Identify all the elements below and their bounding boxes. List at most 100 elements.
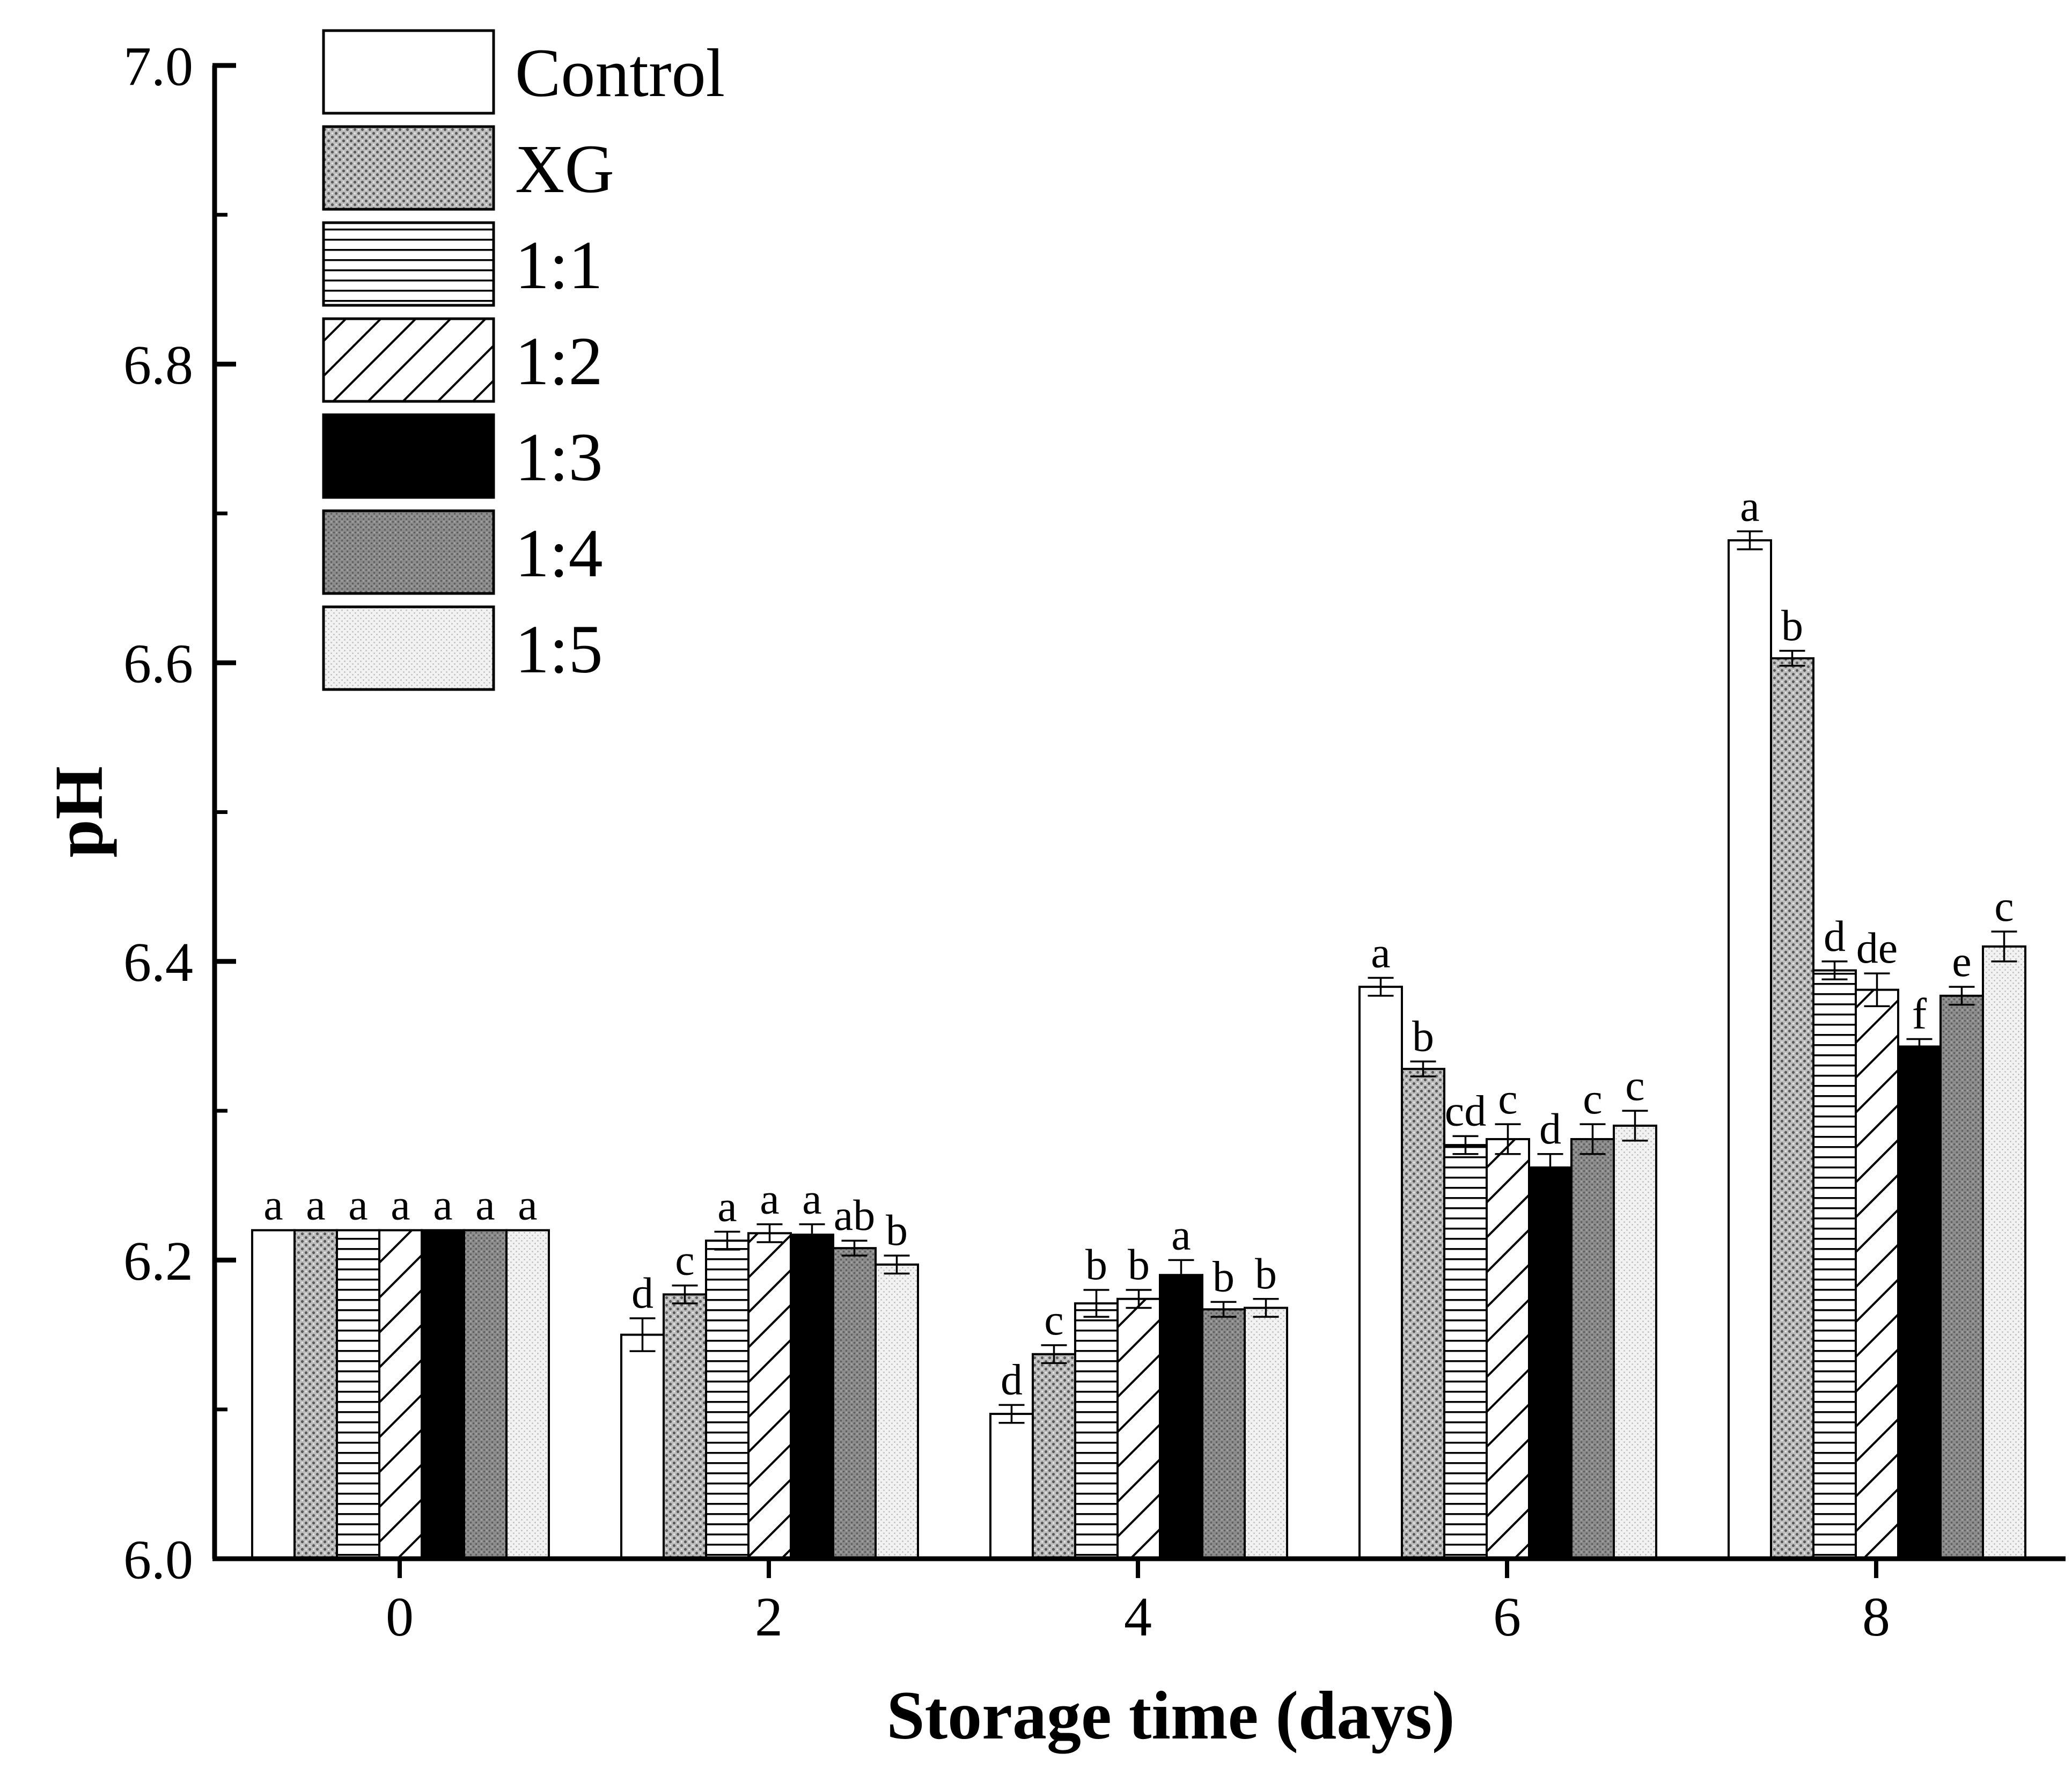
significance-letter: d [1001, 1355, 1023, 1404]
significance-letter: c [1044, 1295, 1063, 1344]
significance-letter: b [1128, 1240, 1150, 1289]
bar-1-1-day-2 [705, 1239, 750, 1560]
bar-1-2-day-6 [1486, 1138, 1530, 1560]
error-bars [629, 530, 2017, 1424]
bar-1-2-day-4 [1116, 1297, 1161, 1560]
bars [251, 539, 2026, 1560]
y-tick-label: 6.6 [123, 633, 193, 695]
legend-swatch-1-1 [322, 221, 495, 307]
x-ticks: 0 2 4 6 8 [386, 1559, 1890, 1648]
y-ticks: 6.0 6.2 6.4 6.6 6.8 7.0 [123, 35, 236, 1590]
significance-letter: b [1255, 1249, 1277, 1298]
x-tick-label: 0 [386, 1586, 414, 1648]
significance-letter: e [1952, 937, 1971, 986]
bar-1-1-day-6 [1443, 1144, 1488, 1560]
bar-1-5-day-0 [505, 1229, 550, 1560]
significance-letter: c [1583, 1074, 1602, 1123]
bar-1-5-day-8 [1982, 945, 2026, 1560]
significance-letter: d [1539, 1104, 1561, 1153]
significance-letter: c [1498, 1074, 1517, 1123]
significance-letter: b [1412, 1011, 1434, 1060]
x-tick-label: 4 [1124, 1586, 1152, 1648]
bar-1-5-day-6 [1613, 1124, 1657, 1560]
bar-1-1-day-8 [1812, 969, 1857, 1560]
significance-letter: a [348, 1180, 368, 1229]
significance-letter: cd [1445, 1086, 1486, 1135]
bar-xg-day-8 [1770, 657, 1814, 1560]
bar-1-5-day-2 [875, 1263, 919, 1560]
significance-letter: a [306, 1180, 325, 1229]
legend-label-1-3: 1:3 [515, 419, 603, 495]
bar-control-day-2 [620, 1333, 665, 1560]
significance-letter: d [631, 1268, 653, 1317]
bar-control-day-4 [989, 1413, 1034, 1560]
legend-swatch-1-5 [322, 605, 495, 691]
y-tick-label: 6.8 [123, 334, 193, 396]
bar-control-day-6 [1358, 986, 1403, 1560]
bar-1-2-day-0 [378, 1229, 423, 1560]
legend-swatch-control [322, 29, 495, 115]
legend-label-1-4: 1:4 [515, 515, 603, 591]
y-tick-label: 6.2 [123, 1230, 193, 1292]
significance-letter: de [1856, 923, 1898, 972]
bar-control-day-8 [1728, 539, 1772, 1560]
bar-1-4-day-6 [1570, 1138, 1615, 1560]
significance-letter: b [1213, 1252, 1235, 1301]
significance-letter: a [717, 1182, 737, 1231]
y-tick-label: 6.4 [123, 931, 193, 993]
legend: Control XG 1:1 1:2 1:3 1:4 1:5 [322, 29, 725, 691]
y-axis-title: pH [41, 766, 117, 858]
legend-label-1-5: 1:5 [515, 611, 603, 687]
significance-letter: a [518, 1180, 537, 1229]
legend-swatch-1-2 [322, 317, 495, 403]
y-tick-label: 6.0 [123, 1529, 193, 1590]
bar-1-4-day-0 [463, 1229, 508, 1560]
significance-letter: c [1625, 1061, 1644, 1110]
legend-label-control: Control [515, 35, 725, 111]
bar-1-4-day-8 [1939, 994, 1984, 1560]
significance-letter: d [1824, 912, 1846, 960]
significance-letter: a [391, 1180, 410, 1229]
legend-swatch-1-3 [322, 413, 495, 499]
legend-label-1-2: 1:2 [515, 323, 603, 399]
bar-1-1-day-4 [1074, 1302, 1119, 1560]
significance-letter: a [760, 1175, 779, 1223]
x-axis-title: Storage time (days) [886, 1677, 1454, 1754]
significance-letter: b [1085, 1240, 1107, 1289]
bar-control-day-0 [251, 1229, 296, 1560]
legend-label-1-1: 1:1 [515, 227, 603, 303]
significance-letter: a [475, 1180, 495, 1229]
significance-letter: a [263, 1180, 283, 1229]
bar-xg-day-0 [293, 1229, 338, 1560]
legend-label-xg: XG [515, 131, 614, 207]
bar-xg-day-4 [1032, 1353, 1076, 1560]
bar-xg-day-6 [1401, 1068, 1445, 1560]
significance-letter: a [802, 1175, 821, 1223]
bar-1-3-day-2 [790, 1234, 834, 1560]
significance-letter: a [1371, 928, 1390, 977]
bar-1-4-day-2 [832, 1247, 877, 1560]
bar-1-1-day-0 [336, 1229, 380, 1560]
bar-1-3-day-4 [1159, 1274, 1203, 1560]
legend-swatch-1-4 [322, 509, 495, 595]
significance-letter: c [675, 1236, 694, 1285]
x-tick-label: 2 [755, 1586, 783, 1648]
significance-letter: c [1994, 882, 2014, 930]
significance-letter: a [1740, 481, 1759, 530]
significance-letter: ab [834, 1191, 875, 1239]
legend-swatch-xg [322, 125, 495, 211]
significance-letter: a [433, 1180, 452, 1229]
bar-xg-day-2 [663, 1293, 707, 1560]
significance-letter: a [1171, 1210, 1191, 1259]
bar-1-5-day-4 [1244, 1307, 1288, 1560]
bar-1-3-day-8 [1897, 1045, 1942, 1560]
y-tick-label: 7.0 [123, 35, 193, 97]
bar-1-2-day-2 [747, 1232, 792, 1560]
x-tick-label: 8 [1862, 1586, 1890, 1648]
bar-1-3-day-6 [1528, 1166, 1573, 1560]
significance-letter: b [1781, 601, 1803, 650]
x-tick-label: 6 [1493, 1586, 1521, 1648]
